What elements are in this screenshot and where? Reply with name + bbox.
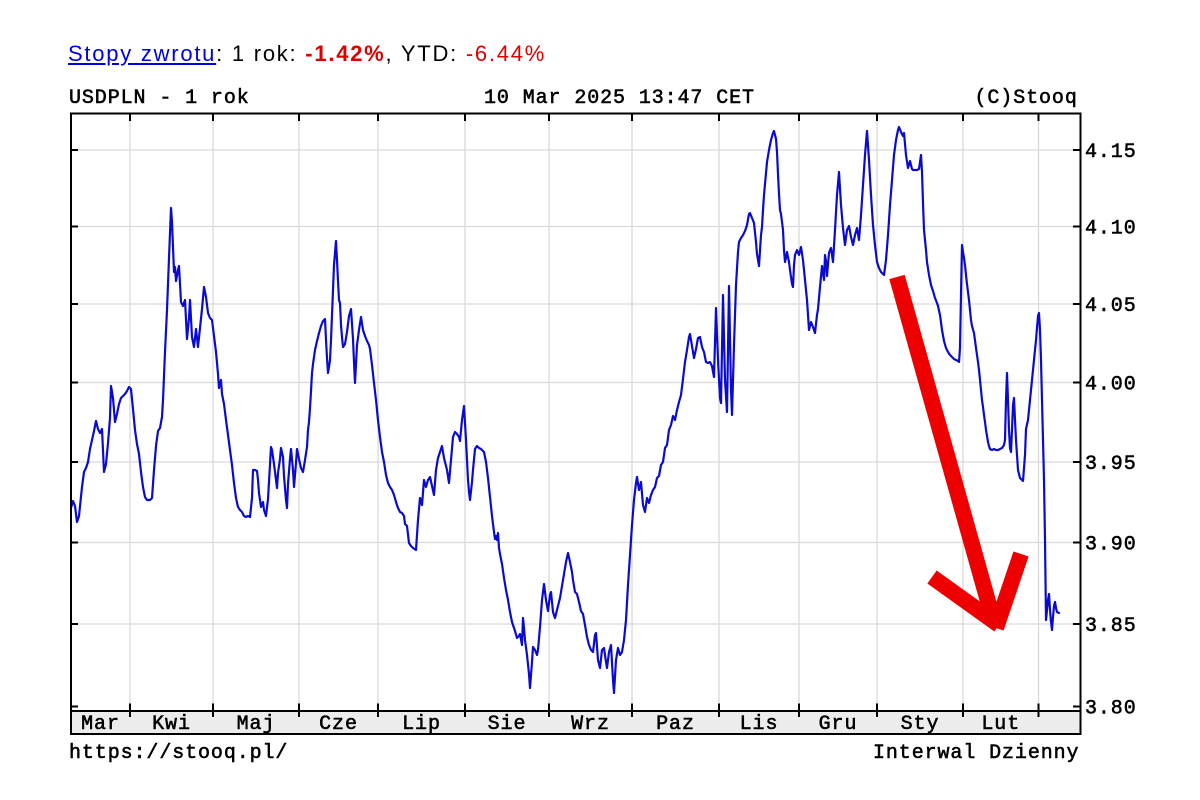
svg-text:Lis: Lis [740, 713, 779, 736]
svg-text:(C)Stooq: (C)Stooq [975, 87, 1078, 110]
svg-text:3.85: 3.85 [1085, 615, 1137, 638]
svg-text:Sty: Sty [901, 713, 940, 736]
svg-text:4.10: 4.10 [1085, 218, 1137, 241]
svg-text:Kwi: Kwi [152, 713, 191, 736]
svg-text:https://stooq.pl/: https://stooq.pl/ [69, 742, 288, 765]
svg-text:3.90: 3.90 [1085, 534, 1137, 557]
svg-text:Gru: Gru [819, 713, 858, 736]
svg-text:3.95: 3.95 [1085, 453, 1137, 476]
svg-text:4.00: 4.00 [1085, 374, 1137, 397]
svg-text:Mar: Mar [81, 713, 120, 736]
svg-text:10 Mar 2025 13:47 CET: 10 Mar 2025 13:47 CET [484, 87, 755, 110]
svg-text:Cze: Cze [319, 713, 358, 736]
svg-text:Maj: Maj [237, 713, 276, 736]
svg-text:USDPLN - 1 rok: USDPLN - 1 rok [69, 87, 250, 110]
svg-text:3.80: 3.80 [1085, 698, 1137, 721]
svg-text:4.05: 4.05 [1085, 295, 1137, 318]
svg-text:Lut: Lut [981, 713, 1020, 736]
svg-text:Wrz: Wrz [571, 713, 610, 736]
svg-text:4.15: 4.15 [1085, 141, 1137, 164]
svg-text:Paz: Paz [656, 713, 695, 736]
svg-text:Sie: Sie [488, 713, 527, 736]
svg-text:Interwal Dzienny: Interwal Dzienny [873, 742, 1079, 765]
svg-text:Lip: Lip [402, 713, 441, 736]
